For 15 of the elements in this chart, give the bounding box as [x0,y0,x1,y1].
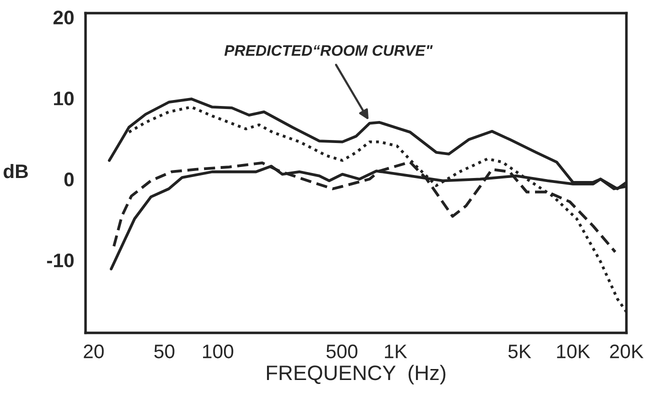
y-tick-label: -10 [47,254,74,268]
x-tick-label: 10K [557,344,590,358]
x-tick-label: 20K [610,344,644,358]
x-tick-label: 50 [154,344,174,358]
y-tick-label: 0 [64,172,74,186]
y-axis-title: dB [4,164,28,178]
x-tick-label: 100 [203,344,234,358]
x-tick-label: 500 [326,344,358,358]
x-tick-label: 5K [508,344,532,358]
annotation: PREDICTED“ROOM CURVE" [224,45,433,56]
x-axis-title: FREQUENCY (Hz) [267,364,446,384]
y-tick-label: 20 [53,10,74,24]
y-tick-label: 10 [54,92,74,106]
x-tick-label: 1K [384,344,408,358]
x-tick-label: 20 [84,344,104,358]
